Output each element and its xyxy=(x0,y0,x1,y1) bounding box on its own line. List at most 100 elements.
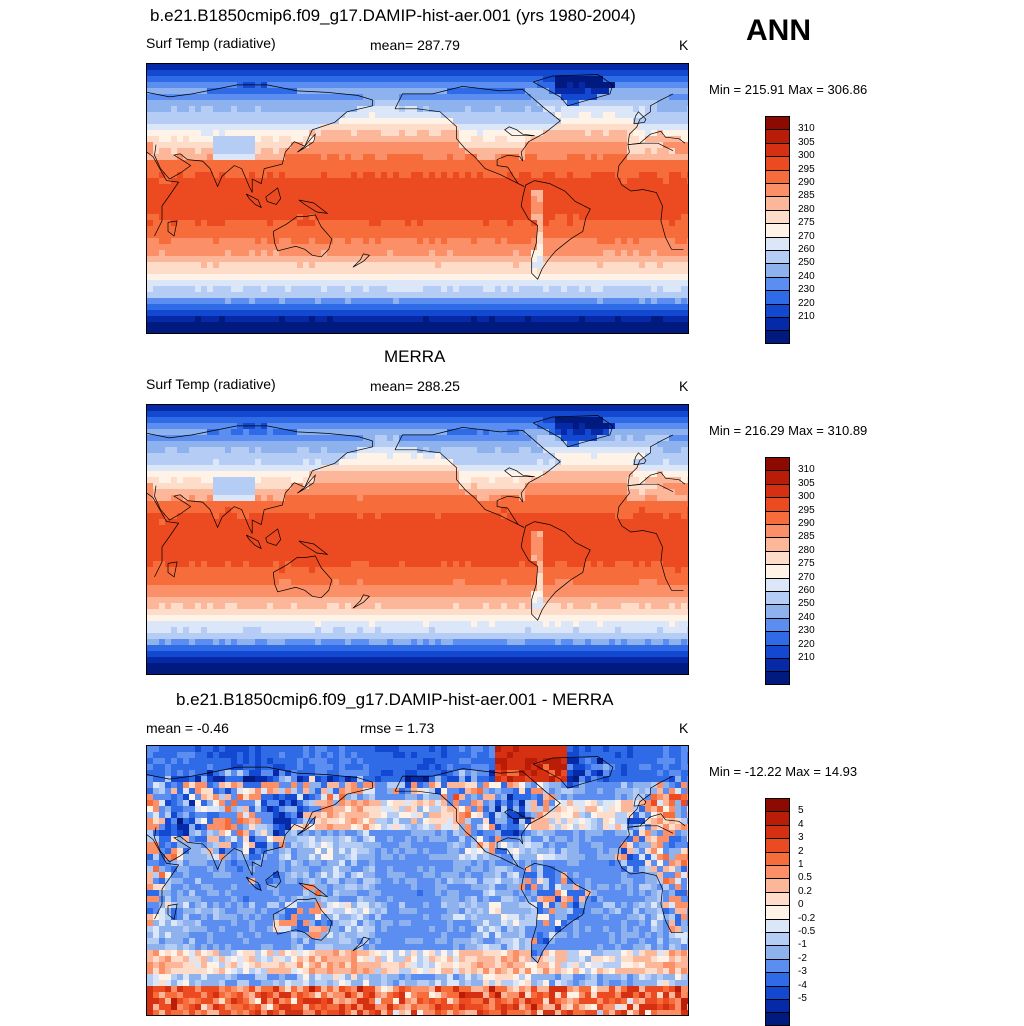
colorbar-label: 290 xyxy=(798,178,815,188)
field-cell xyxy=(663,328,670,333)
field-cell xyxy=(159,411,166,418)
field-cell xyxy=(195,328,202,333)
field-cell xyxy=(327,322,334,329)
field-cell xyxy=(477,244,484,251)
field-cell xyxy=(633,172,640,179)
field-cell xyxy=(429,166,436,173)
field-cell xyxy=(297,238,304,245)
field-cell xyxy=(357,130,364,137)
field-cell xyxy=(645,292,652,299)
field-cell xyxy=(453,166,460,173)
field-cell xyxy=(603,142,610,149)
colorbar-swatch xyxy=(765,237,790,250)
field-cell xyxy=(675,232,682,239)
field-cell xyxy=(387,316,394,323)
field-cell xyxy=(147,286,154,293)
field-cell xyxy=(309,441,316,448)
field-cell xyxy=(501,148,508,155)
field-cell xyxy=(189,64,196,71)
field-cell xyxy=(447,417,454,424)
field-cell xyxy=(321,262,328,269)
field-cell xyxy=(651,316,658,323)
field-cell xyxy=(507,88,514,95)
field-cell xyxy=(663,417,670,424)
field-cell xyxy=(567,274,574,281)
field-cell xyxy=(555,292,562,299)
field-cell xyxy=(291,76,298,83)
field-cell xyxy=(345,256,352,263)
field-cell xyxy=(591,112,598,119)
field-cell xyxy=(633,142,640,149)
field-cell xyxy=(495,112,502,119)
field-cell xyxy=(225,268,232,275)
field-cell xyxy=(441,286,448,293)
field-cell xyxy=(627,82,634,89)
field-cell xyxy=(207,208,214,215)
field-cell xyxy=(507,160,514,167)
field-cell xyxy=(603,130,610,137)
field-cell xyxy=(183,262,190,269)
field-cell xyxy=(321,148,328,155)
field-cell xyxy=(261,405,268,412)
field-cell xyxy=(399,64,406,71)
field-cell xyxy=(543,298,550,305)
field-cell xyxy=(327,148,334,155)
field-cell xyxy=(393,112,400,119)
field-cell xyxy=(291,220,298,227)
field-cell xyxy=(321,64,328,71)
field-cell xyxy=(351,429,358,436)
field-cell xyxy=(687,310,688,317)
field-cell xyxy=(243,88,250,95)
field-cell xyxy=(477,292,484,299)
field-cell xyxy=(171,238,178,245)
field-cell xyxy=(411,154,418,161)
field-cell xyxy=(507,441,514,448)
field-cell xyxy=(165,118,172,125)
field-cell xyxy=(213,136,220,143)
field-cell xyxy=(687,136,688,143)
field-cell xyxy=(195,435,202,442)
field-cell xyxy=(675,226,682,233)
field-cell xyxy=(657,256,664,263)
field-cell xyxy=(687,417,688,424)
field-cell xyxy=(201,262,208,269)
field-cell xyxy=(585,160,592,167)
field-cell xyxy=(645,256,652,263)
field-cell xyxy=(147,118,154,125)
field-cell xyxy=(453,304,460,311)
field-cell xyxy=(225,250,232,257)
field-cell xyxy=(159,405,166,412)
field-cell xyxy=(333,112,340,119)
field-cell xyxy=(351,136,358,143)
field-cell xyxy=(219,94,226,101)
field-cell xyxy=(291,70,298,77)
field-cell xyxy=(285,310,292,317)
field-cell xyxy=(273,292,280,299)
field-cell xyxy=(237,100,244,107)
field-cell xyxy=(453,88,460,95)
field-cell xyxy=(207,322,214,329)
field-cell xyxy=(189,328,196,333)
field-cell xyxy=(669,238,676,245)
field-cell xyxy=(153,316,160,323)
field-cell xyxy=(321,316,328,323)
field-cell xyxy=(687,423,688,430)
field-cell xyxy=(417,202,424,209)
field-cell xyxy=(405,441,412,448)
field-cell xyxy=(513,214,520,221)
field-cell xyxy=(249,220,256,227)
field-cell xyxy=(333,106,340,113)
field-cell xyxy=(597,280,604,287)
field-cell xyxy=(621,214,628,221)
field-cell xyxy=(147,178,154,185)
field-cell xyxy=(681,64,688,71)
field-cell xyxy=(447,82,454,89)
field-cell xyxy=(621,244,628,251)
colorbar-swatch xyxy=(765,304,790,317)
field-cell xyxy=(327,423,334,430)
field-cell xyxy=(147,268,154,275)
field-cell xyxy=(483,262,490,269)
field-cell xyxy=(207,94,214,101)
field-cell xyxy=(291,88,298,95)
field-cell xyxy=(675,250,682,257)
